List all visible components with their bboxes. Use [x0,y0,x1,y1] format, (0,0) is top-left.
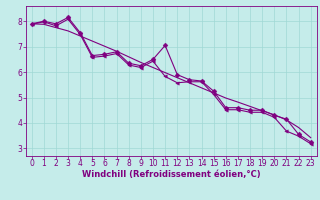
X-axis label: Windchill (Refroidissement éolien,°C): Windchill (Refroidissement éolien,°C) [82,170,260,179]
